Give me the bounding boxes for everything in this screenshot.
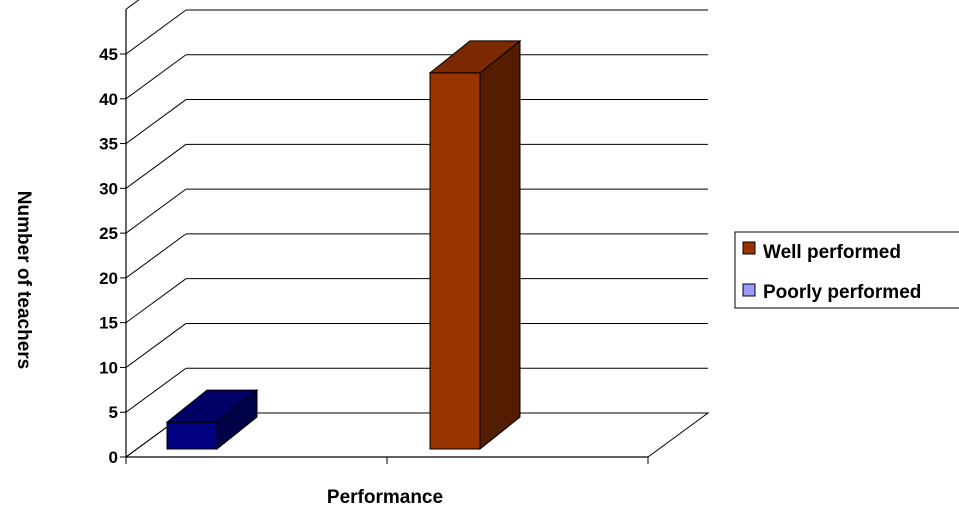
- gridline-diagonal: [125, 278, 187, 324]
- axes: [120, 9, 649, 464]
- y-tick-label: 45: [99, 45, 118, 64]
- legend-label-poorly-performed: Poorly performed: [763, 282, 921, 303]
- x-axis-title: Performance: [327, 487, 443, 508]
- gridline-diagonal: [125, 367, 187, 413]
- y-tick-label: 0: [109, 448, 118, 467]
- legend-box: [734, 231, 959, 309]
- y-tick-labels: 0 5 10 15 20 25 30 35 40 45: [99, 45, 118, 467]
- y-tick-label: 10: [99, 358, 118, 377]
- gridline-diagonal: [125, 0, 140, 10]
- bar-poorly-performed-top: [165, 389, 259, 423]
- y-tick-label: 5: [109, 403, 118, 422]
- y-tick-label: 35: [99, 135, 118, 154]
- legend-swatch-poorly-performed: [742, 283, 756, 297]
- y-tick-label: 25: [99, 224, 118, 243]
- gridline-diagonal: [125, 143, 187, 189]
- y-tick-label: 30: [99, 179, 118, 198]
- bar-well-performed-top: [428, 40, 522, 74]
- y-tick-label: 20: [99, 269, 118, 288]
- gridline-diagonal: [125, 9, 187, 55]
- y-tick-label: 15: [99, 314, 118, 333]
- gridline-diagonal: [125, 233, 187, 279]
- legend: Well performed Poorly performed: [734, 231, 959, 309]
- bar-well-performed-side: [479, 39, 521, 451]
- legend-swatch-well-performed: [742, 241, 756, 255]
- gridline-diagonal: [125, 99, 187, 144]
- bar-well-performed-front: [429, 72, 481, 450]
- bar-poorly-performed-front: [166, 421, 218, 450]
- gridline-diagonal: [125, 54, 187, 100]
- y-tick-label: 40: [99, 90, 118, 109]
- back-wall-gridlines: [124, 0, 710, 458]
- y-axis-title: Number of teachers: [13, 191, 34, 369]
- gridline-diagonal: [125, 188, 187, 234]
- legend-label-well-performed: Well performed: [763, 242, 901, 263]
- gridline-diagonal: [125, 323, 187, 368]
- bars: [165, 39, 522, 451]
